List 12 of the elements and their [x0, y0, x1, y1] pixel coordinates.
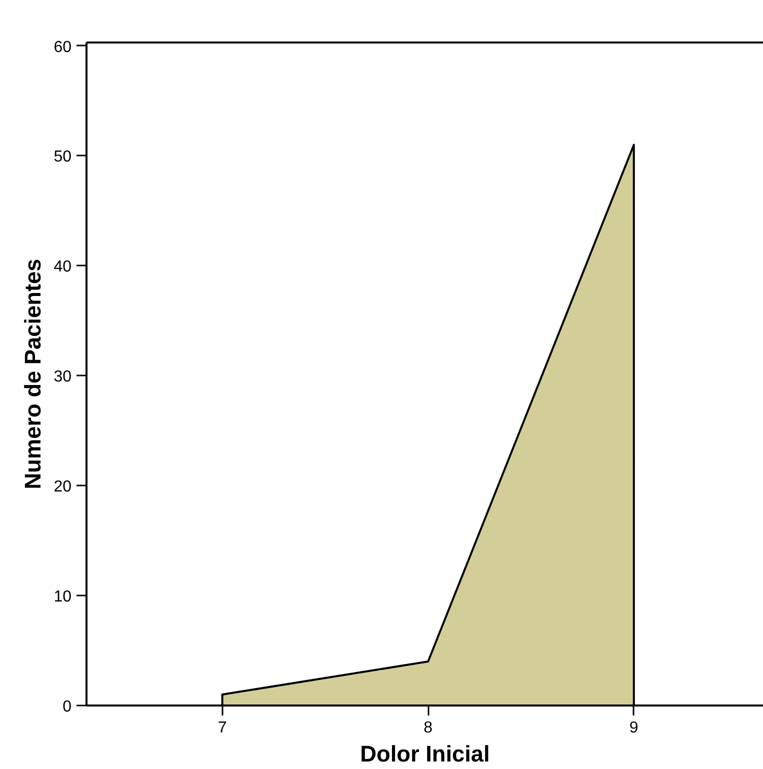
y-tick-label: 20	[54, 478, 72, 496]
y-tick-label: 10	[54, 588, 72, 606]
y-tick-label: 40	[54, 258, 72, 276]
x-tick-label: 9	[629, 720, 638, 736]
y-tick-label: 30	[54, 368, 72, 386]
y-tick-label: 0	[62, 698, 72, 716]
x-axis-title: Dolor Inicial	[360, 740, 490, 766]
y-tick-label: 60	[54, 38, 72, 56]
x-tick-label: 7	[218, 720, 227, 736]
y-axis-title: Numero de Pacientes	[20, 258, 46, 490]
y-tick-label: 50	[54, 148, 72, 166]
x-tick-label: 8	[424, 720, 433, 736]
